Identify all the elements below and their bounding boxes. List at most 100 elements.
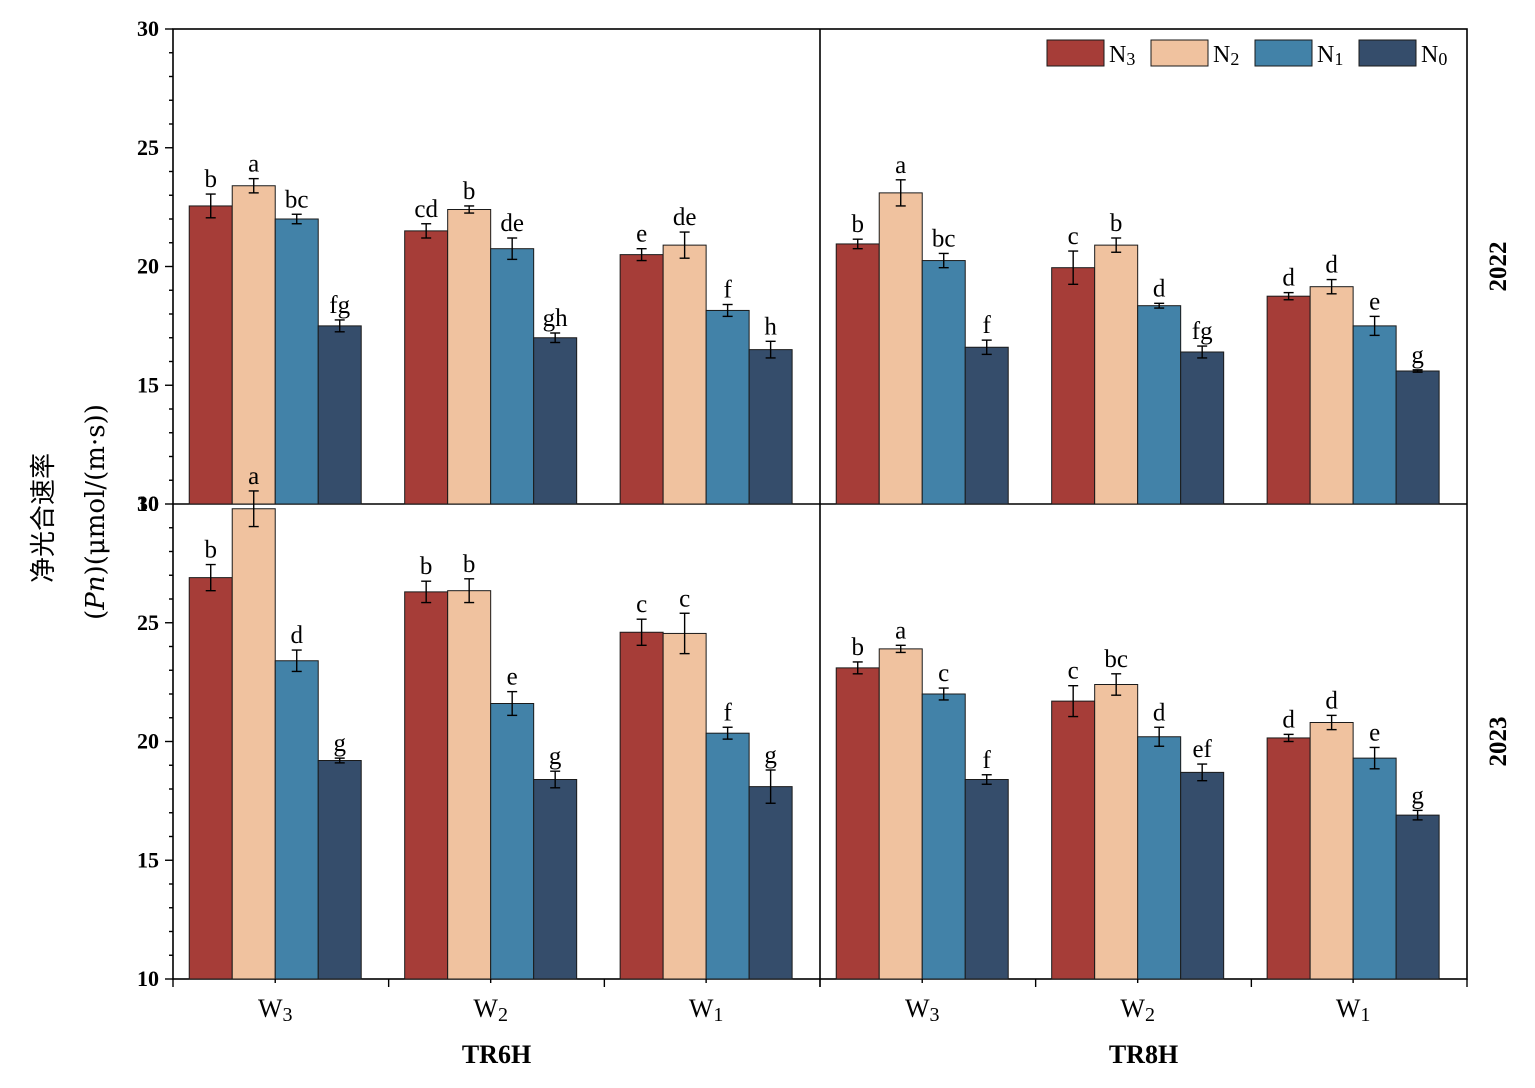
significance-label: b [463,178,476,205]
significance-label: bc [285,186,309,213]
significance-label: a [895,617,906,644]
x-category-subscript: 2 [498,1004,508,1026]
y-tick-label: 25 [137,135,159,160]
bar [619,631,664,980]
y-tick-label: 10 [137,966,159,991]
significance-label: b [851,634,864,661]
bar [1051,267,1096,505]
significance-label: f [983,747,992,774]
bar [1266,295,1311,505]
bar [1266,737,1311,980]
bar [748,786,793,980]
significance-label: b [204,537,217,564]
significance-label: e [507,664,518,691]
significance-label: gh [543,305,569,332]
bar [1309,286,1354,505]
y-tick-label: 20 [137,254,159,279]
bar [748,349,793,505]
x-category-subscript: 2 [1145,1004,1155,1026]
bar [619,254,664,505]
significance-label: bc [1104,646,1128,673]
y-tick-label: 25 [137,610,159,635]
bar [705,732,750,980]
legend-subscript: 1 [1334,49,1343,69]
bar [1352,325,1397,505]
significance-label: fg [329,292,350,319]
y-tick-label: 10 [137,491,159,516]
legend-label: N0 [1421,42,1447,69]
significance-label: a [248,463,259,490]
bar [231,185,276,505]
bar [274,218,319,505]
significance-label: c [1068,223,1079,250]
significance-label: b [420,553,433,580]
bar [533,337,578,505]
bar [705,309,750,505]
legend-subscript: 3 [1126,49,1135,69]
bar [274,660,319,980]
x-category-subscript: 1 [1360,1004,1370,1026]
y-tick-label: 30 [137,16,159,41]
significance-label: b [204,166,217,193]
year-label: 2023 [1485,717,1512,767]
significance-label: e [636,221,647,248]
x-category-label: W3 [258,994,293,1026]
significance-label: e [1369,288,1380,315]
significance-label: a [248,151,259,178]
bar [231,508,276,980]
y-tick-label: 30 [137,491,159,516]
significance-label: b [851,211,864,238]
y-axis-label-line2: (Pn)(μmol/(m·s)) [81,404,111,620]
y-axis-label-unit: (μmol/(m·s)) [81,404,111,565]
bar [404,230,449,505]
significance-label: d [1153,275,1166,302]
bar [878,648,923,980]
bar [317,760,362,980]
x-category-label: W1 [689,994,724,1026]
bar [1180,351,1225,505]
bar [878,192,923,505]
significance-label: bc [932,225,956,252]
bar [1309,722,1354,980]
bar [1180,771,1225,980]
x-category-label: W2 [1120,994,1155,1026]
y-tick-label: 15 [137,372,159,397]
significance-label: de [500,210,524,237]
significance-label: fg [1192,318,1213,345]
x-category-subscript: 3 [929,1004,939,1026]
significance-label: f [723,699,732,726]
group-label: TR8H [1109,1040,1178,1069]
bar [1051,700,1096,980]
significance-label: b [1110,210,1123,237]
significance-label: g [333,730,346,757]
bar [835,243,880,505]
legend-swatch [1254,39,1313,67]
significance-label: d [1153,699,1166,726]
significance-label: d [1282,265,1295,292]
bar [1395,370,1440,505]
bar [835,667,880,980]
bar [490,703,535,980]
significance-label: g [1411,342,1424,369]
significance-label: d [1282,706,1295,733]
significance-label: g [549,743,562,770]
bar [662,632,707,980]
bar [1395,814,1440,980]
significance-label: c [938,660,949,687]
significance-label: d [290,622,303,649]
year-label: 2022 [1485,242,1512,292]
significance-label: f [983,312,992,339]
bar [1094,684,1139,980]
bar [533,779,578,980]
significance-label: c [1068,658,1079,685]
bar [921,693,966,980]
significance-label: g [764,742,777,769]
significance-label: b [463,551,476,578]
legend-label: N2 [1213,42,1239,69]
legend-swatch [1150,39,1209,67]
legend-swatch [1046,39,1105,67]
bar [490,248,535,505]
significance-label: f [723,277,732,304]
